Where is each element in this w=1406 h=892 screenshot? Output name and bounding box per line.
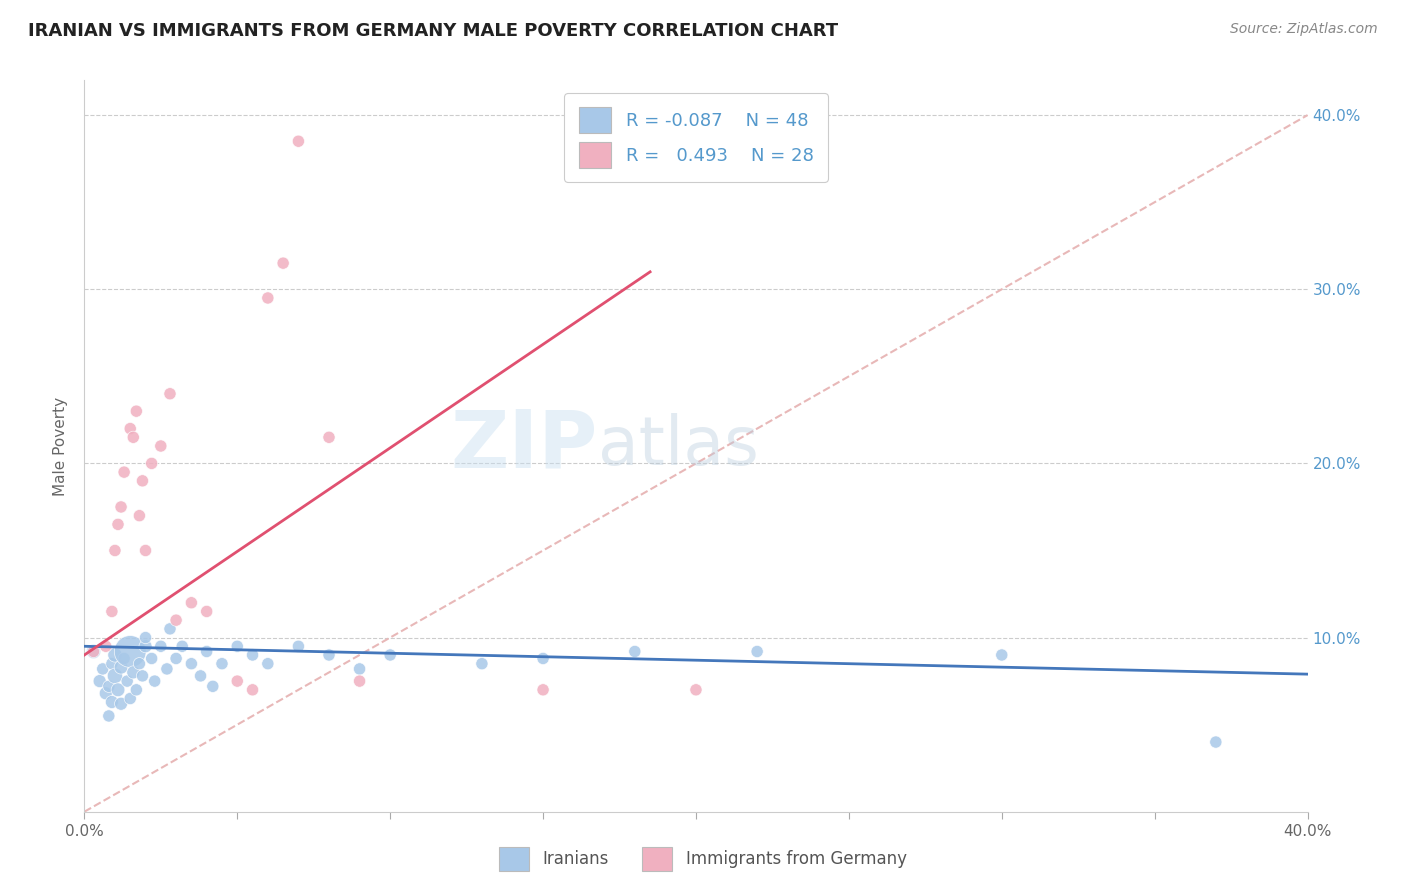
Point: [128, 657, 150, 671]
Legend: R = -0.087    N = 48, R =   0.493    N = 28: R = -0.087 N = 48, R = 0.493 N = 28: [564, 93, 828, 182]
Point: [143, 674, 166, 689]
Point: [318, 430, 340, 444]
Point: [991, 648, 1014, 662]
Point: [94, 686, 117, 700]
Point: [180, 596, 202, 610]
Point: [120, 644, 142, 658]
Point: [471, 657, 494, 671]
Point: [125, 404, 148, 418]
Point: [120, 421, 142, 435]
Point: [112, 651, 135, 665]
Point: [101, 657, 124, 671]
Point: [349, 662, 371, 676]
Point: [242, 682, 264, 697]
Point: [149, 640, 172, 654]
Point: [94, 640, 117, 654]
Point: [287, 134, 309, 148]
Point: [110, 697, 132, 711]
Point: [195, 604, 218, 618]
Point: [101, 695, 124, 709]
Point: [89, 674, 111, 689]
Point: [156, 662, 179, 676]
Y-axis label: Male Poverty: Male Poverty: [53, 396, 69, 496]
Point: [624, 644, 647, 658]
Point: [1205, 735, 1227, 749]
Point: [380, 648, 402, 662]
Point: [349, 674, 371, 689]
Point: [125, 682, 148, 697]
Point: [226, 674, 249, 689]
Point: [165, 651, 187, 665]
Point: [531, 682, 554, 697]
Point: [165, 613, 187, 627]
Point: [172, 640, 194, 654]
Point: [107, 682, 129, 697]
Point: [257, 657, 280, 671]
Point: [195, 644, 218, 658]
Text: IRANIAN VS IMMIGRANTS FROM GERMANY MALE POVERTY CORRELATION CHART: IRANIAN VS IMMIGRANTS FROM GERMANY MALE …: [28, 22, 838, 40]
Point: [131, 474, 153, 488]
Point: [101, 604, 124, 618]
Point: [531, 651, 554, 665]
Point: [112, 465, 135, 479]
Text: ZIP: ZIP: [451, 407, 598, 485]
Point: [318, 648, 340, 662]
Point: [180, 657, 202, 671]
Point: [747, 644, 769, 658]
Point: [287, 640, 309, 654]
Point: [122, 430, 145, 444]
Point: [104, 648, 127, 662]
Point: [104, 543, 127, 558]
Point: [190, 669, 212, 683]
Point: [242, 648, 264, 662]
Point: [211, 657, 233, 671]
Point: [110, 500, 132, 514]
Point: [115, 674, 138, 689]
Point: [149, 439, 172, 453]
Legend: Iranians, Immigrants from Germany: Iranians, Immigrants from Germany: [491, 839, 915, 880]
Point: [141, 651, 163, 665]
Point: [131, 669, 153, 683]
Point: [97, 679, 120, 693]
Point: [107, 517, 129, 532]
Point: [685, 682, 707, 697]
Point: [135, 640, 157, 654]
Point: [91, 662, 114, 676]
Text: atlas: atlas: [598, 413, 759, 479]
Point: [271, 256, 294, 270]
Point: [83, 644, 105, 658]
Text: Source: ZipAtlas.com: Source: ZipAtlas.com: [1230, 22, 1378, 37]
Point: [257, 291, 280, 305]
Point: [201, 679, 224, 693]
Point: [104, 669, 127, 683]
Point: [122, 665, 145, 680]
Point: [135, 631, 157, 645]
Point: [83, 644, 105, 658]
Point: [159, 386, 181, 401]
Point: [97, 709, 120, 723]
Point: [128, 508, 150, 523]
Point: [159, 622, 181, 636]
Point: [135, 543, 157, 558]
Point: [226, 640, 249, 654]
Point: [141, 457, 163, 471]
Point: [110, 660, 132, 674]
Point: [120, 691, 142, 706]
